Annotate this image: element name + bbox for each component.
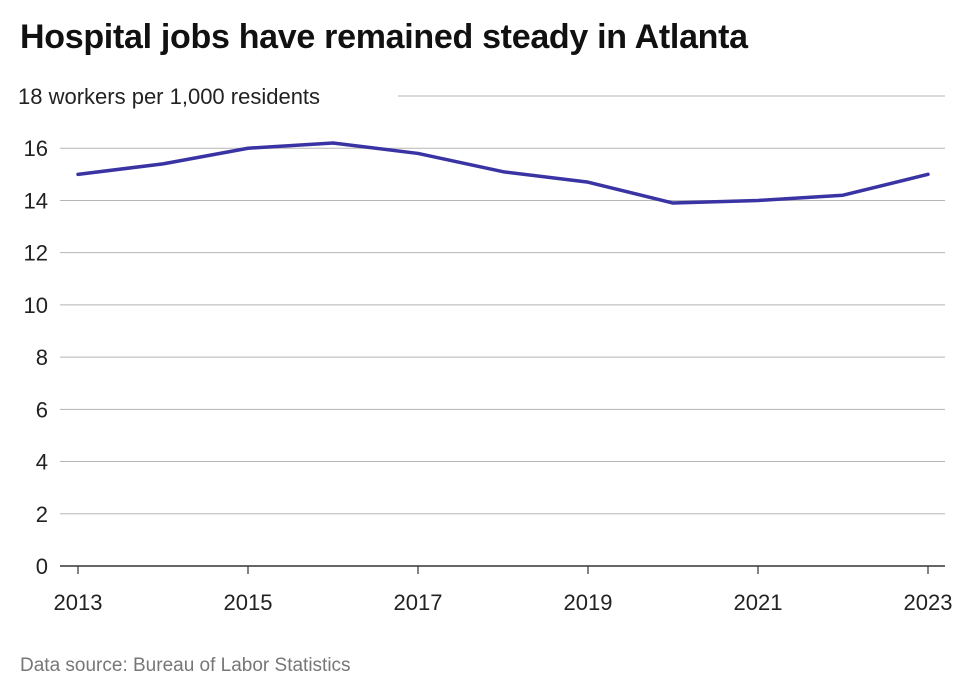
data-point[interactable] xyxy=(667,197,679,209)
y-tick-labels: 0 2 4 6 8 10 12 14 16 18 workers per 1,000 reside… xyxy=(18,84,320,579)
data-point[interactable] xyxy=(242,142,254,154)
x-tick-label: 2021 xyxy=(734,590,783,615)
y-tick-label: 16 xyxy=(24,136,48,161)
x-tick-label: 2015 xyxy=(224,590,273,615)
y-tick-label: 2 xyxy=(36,502,48,527)
series-line xyxy=(76,141,930,205)
data-point[interactable] xyxy=(327,137,339,149)
data-point[interactable] xyxy=(412,147,424,159)
chart-title: Hospital jobs have remained steady in At… xyxy=(20,18,748,56)
data-point[interactable] xyxy=(157,158,169,170)
data-point[interactable] xyxy=(752,194,764,206)
y-tick-label: 18 workers per 1,000 residents xyxy=(18,84,320,109)
data-point[interactable] xyxy=(72,168,84,180)
y-tick-label: 4 xyxy=(36,450,48,475)
x-tick-label: 2017 xyxy=(394,590,443,615)
y-tick-label: 14 xyxy=(24,188,48,213)
x-tick-labels: 2013 2015 2017 2019 2021 2023 xyxy=(54,566,953,615)
data-point[interactable] xyxy=(837,189,849,201)
y-tick-label: 6 xyxy=(36,397,48,422)
x-tick-label: 2013 xyxy=(54,590,103,615)
series-line-group xyxy=(72,137,934,209)
x-tick-label: 2019 xyxy=(564,590,613,615)
data-point[interactable] xyxy=(922,168,934,180)
y-tick-label: 8 xyxy=(36,345,48,370)
x-tick-label: 2023 xyxy=(904,590,953,615)
gridlines xyxy=(60,95,945,567)
data-source: Data source: Bureau of Labor Statistics xyxy=(20,655,351,676)
y-tick-label: 0 xyxy=(36,554,48,579)
y-tick-label: 10 xyxy=(24,293,48,318)
data-point[interactable] xyxy=(582,176,594,188)
data-point[interactable] xyxy=(497,166,509,178)
y-tick-label: 12 xyxy=(24,241,48,266)
